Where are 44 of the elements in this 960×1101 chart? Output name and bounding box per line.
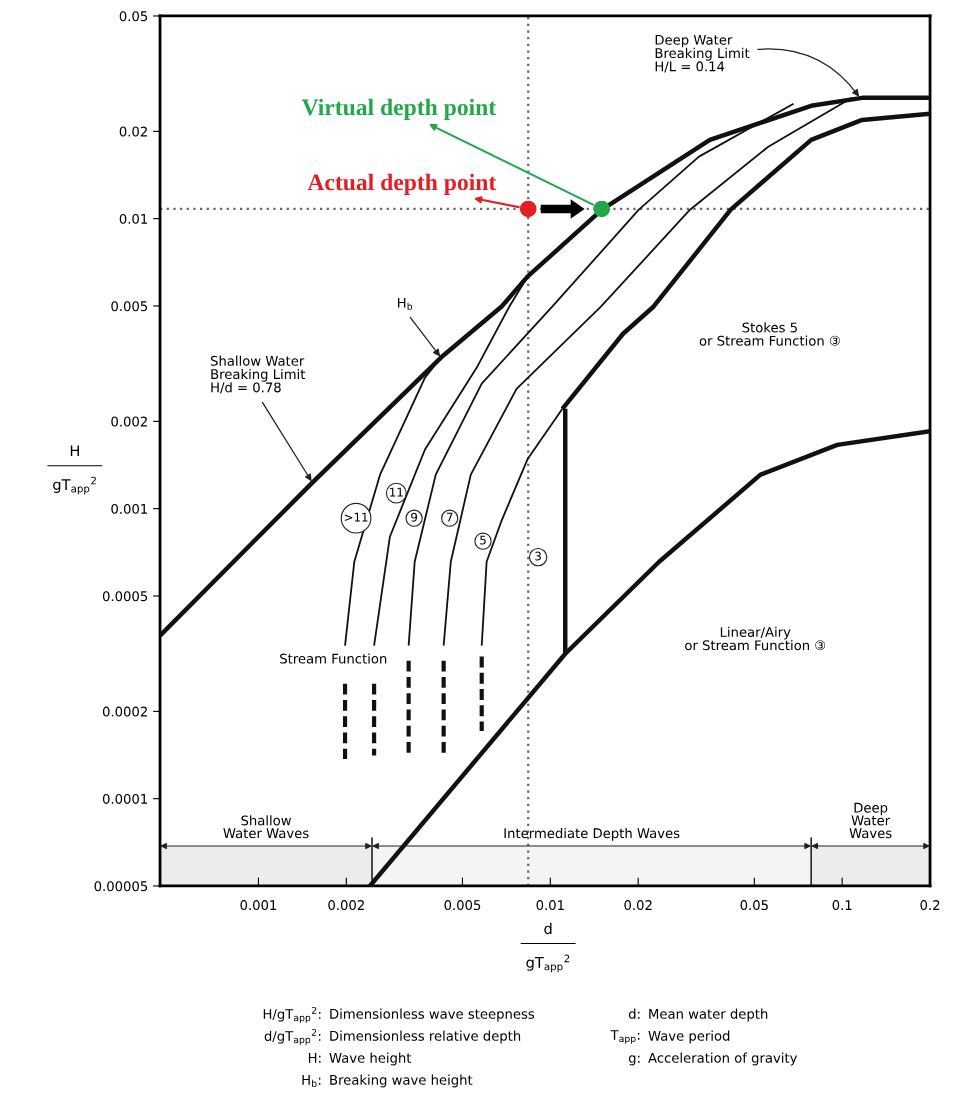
y-tick-label: 0.0001: [102, 793, 148, 804]
annotation: Shallow Water Breaking Limit H/d = 0.78: [210, 355, 306, 394]
annotation: Deep Water Breaking Limit H/L = 0.14: [655, 35, 750, 73]
annotation: Linear/Airy or Stream Function ③: [685, 626, 826, 651]
y-tick-label: 0.002: [111, 416, 147, 427]
band-label: Deep Water Waves: [849, 802, 892, 839]
y-tick-label: 0.005: [111, 301, 148, 312]
text: d: Mean water depth: [628, 1008, 768, 1022]
y-tick-label: 0.0005: [102, 591, 148, 602]
y-tick-label: 0.02: [119, 126, 147, 137]
text: H: Wave height: [308, 1052, 412, 1066]
band-label: Shallow Water Waves: [223, 815, 309, 839]
annotation: H$_{b}$: [398, 297, 413, 310]
x-tick-label: 0.2: [920, 900, 940, 911]
x-tick-label: 0.002: [328, 900, 364, 911]
annotation: 3: [535, 551, 541, 561]
x-tick-label: 0.02: [624, 900, 652, 911]
text: d/gT$_{app}$$^{2}$: Dimensionless relative depth: [264, 1028, 521, 1045]
text: Virtual depth point: [301, 98, 497, 121]
band-label: Intermediate Depth Waves: [504, 827, 680, 841]
series-label: Actual depth point: [307, 173, 497, 196]
x-tick-label: 0.05: [740, 900, 768, 911]
series-label: 11: [390, 487, 403, 497]
y-tick-label: 0.01: [119, 213, 148, 224]
series-label: 5: [480, 535, 486, 545]
x-tick-label: 0.005: [444, 900, 481, 911]
y-tick-label: 0.05: [119, 11, 148, 22]
y-tick-label: 0.00005: [94, 881, 148, 892]
text: g: Acceleration of gravity: [628, 1052, 798, 1066]
annotation: Stokes 5 or Stream Function ③: [699, 322, 840, 346]
x-tick-label: 0.1: [832, 900, 852, 911]
annotation: Stream Function: [280, 653, 387, 664]
text: T$_{app}$: Wave period: [610, 1030, 730, 1044]
y-tick-label: 0.0002: [102, 706, 147, 717]
text: d gT$_{app}$$^{2}$: [526, 922, 570, 973]
text: H gT$_{app}$$^{2}$: [53, 445, 96, 495]
series-label: 9: [411, 512, 418, 522]
text: H$_{b}$: Breaking wave height: [302, 1074, 473, 1088]
series-label: 7: [446, 512, 453, 522]
text: H/gT$_{app}$$^{2}$: Dimensionless wave steepness: [263, 1006, 535, 1023]
y-tick-label: 0.001: [111, 503, 148, 514]
series-label: >11: [344, 512, 368, 522]
x-tick-label: 0.01: [536, 900, 564, 911]
x-tick-label: 0.001: [240, 900, 277, 911]
